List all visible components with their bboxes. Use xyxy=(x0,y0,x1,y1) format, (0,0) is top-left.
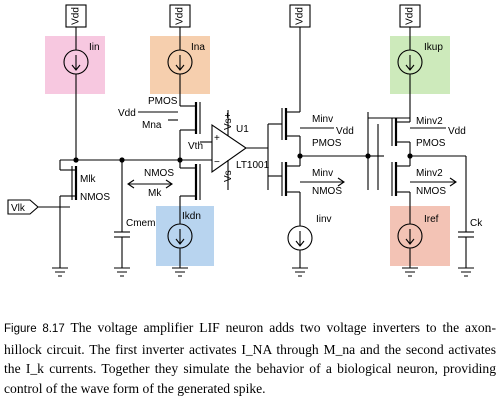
svg-text:Vth: Vth xyxy=(188,141,203,152)
inverter-1: Minv Vdd PMOS Minv NMOS xyxy=(267,27,368,226)
svg-text:Mna: Mna xyxy=(142,120,162,131)
svg-text:Vdd: Vdd xyxy=(71,7,82,25)
ikdn-current-source: Ikdn xyxy=(167,211,201,268)
svg-text:PMOS: PMOS xyxy=(416,138,446,149)
svg-text:Vdd: Vdd xyxy=(336,126,354,137)
svg-text:Vdd: Vdd xyxy=(175,7,186,25)
svg-text:Iref: Iref xyxy=(424,214,439,225)
svg-text:Minv2: Minv2 xyxy=(416,116,443,127)
figure-caption: Figure 8.17 The voltage amplifier LIF ne… xyxy=(4,318,496,398)
iin-current-source: Iin xyxy=(63,27,100,160)
svg-text:Vdd: Vdd xyxy=(405,7,416,25)
svg-text:−: − xyxy=(214,157,220,168)
ikdn-highlight xyxy=(156,206,214,266)
vdd-flag-4: Vdd xyxy=(399,4,421,28)
svg-text:Minv2: Minv2 xyxy=(416,168,443,179)
figure-label: Figure 8.17 xyxy=(4,323,65,335)
svg-text:Ikup: Ikup xyxy=(424,42,443,53)
svg-text:PMOS: PMOS xyxy=(312,138,342,149)
vdd-flag-2: Vdd xyxy=(169,4,191,28)
svg-text:U1: U1 xyxy=(236,124,249,135)
svg-text:NMOS: NMOS xyxy=(312,186,342,197)
svg-text:Vdd: Vdd xyxy=(118,108,136,119)
iref-current-source: Iref xyxy=(397,214,439,268)
inverter-2: Minv2 Vdd PMOS Minv2 NMOS xyxy=(365,112,467,232)
svg-text:PMOS: PMOS xyxy=(148,96,178,107)
iinv-current-source: Iinv xyxy=(287,214,332,268)
mna-pmos: PMOS Vdd Mna xyxy=(118,96,201,168)
svg-text:Vs-: Vs- xyxy=(223,167,234,182)
opamp-lt1001: + − Vs+ Vs- U1 LT1001 Vth xyxy=(188,110,270,190)
iin-highlight xyxy=(45,36,105,94)
mlk-nmos: Mlk NMOS xyxy=(59,160,110,268)
vdd-flag-3: Vdd xyxy=(289,4,311,28)
membrane-node xyxy=(60,157,212,168)
svg-text:Iin: Iin xyxy=(89,42,100,53)
svg-text:Vdd: Vdd xyxy=(448,126,466,137)
svg-text:NMOS: NMOS xyxy=(144,168,174,179)
ikup-highlight xyxy=(390,36,450,94)
svg-text:Vlk: Vlk xyxy=(11,203,26,214)
svg-text:Minv: Minv xyxy=(312,168,333,179)
vdd-flag-1: Vdd xyxy=(65,4,87,28)
svg-text:Minv: Minv xyxy=(312,114,333,125)
svg-text:Iinv: Iinv xyxy=(316,214,332,225)
mk-nmos: NMOS Mk xyxy=(127,164,201,212)
vlk-input-flag: Vlk xyxy=(7,199,70,215)
cmem-capacitor: Cmem xyxy=(114,160,155,268)
svg-text:Vdd: Vdd xyxy=(295,7,306,25)
svg-text:Ina: Ina xyxy=(191,42,205,53)
svg-text:+: + xyxy=(214,133,220,144)
ground-symbols xyxy=(52,267,474,277)
ck-capacitor: Ck xyxy=(458,218,483,268)
svg-text:Mlk: Mlk xyxy=(80,174,97,185)
neuron-schematic: Vdd Vdd Vdd Vdd Iin Ina Ikup xyxy=(7,4,483,277)
svg-text:Ck: Ck xyxy=(470,218,483,229)
svg-text:LT1001: LT1001 xyxy=(236,160,270,171)
svg-text:Vs+: Vs+ xyxy=(223,112,234,130)
caption-text: The voltage amplifier LIF neuron adds tw… xyxy=(4,320,497,396)
svg-text:Ikdn: Ikdn xyxy=(182,211,201,222)
iref-highlight xyxy=(390,206,450,266)
svg-text:Cmem: Cmem xyxy=(126,218,155,229)
svg-text:Mk: Mk xyxy=(148,188,162,199)
ina-current-source: Ina xyxy=(167,27,205,100)
svg-text:NMOS: NMOS xyxy=(416,186,446,197)
ikup-current-source: Ikup xyxy=(397,27,443,118)
svg-text:NMOS: NMOS xyxy=(80,192,110,203)
